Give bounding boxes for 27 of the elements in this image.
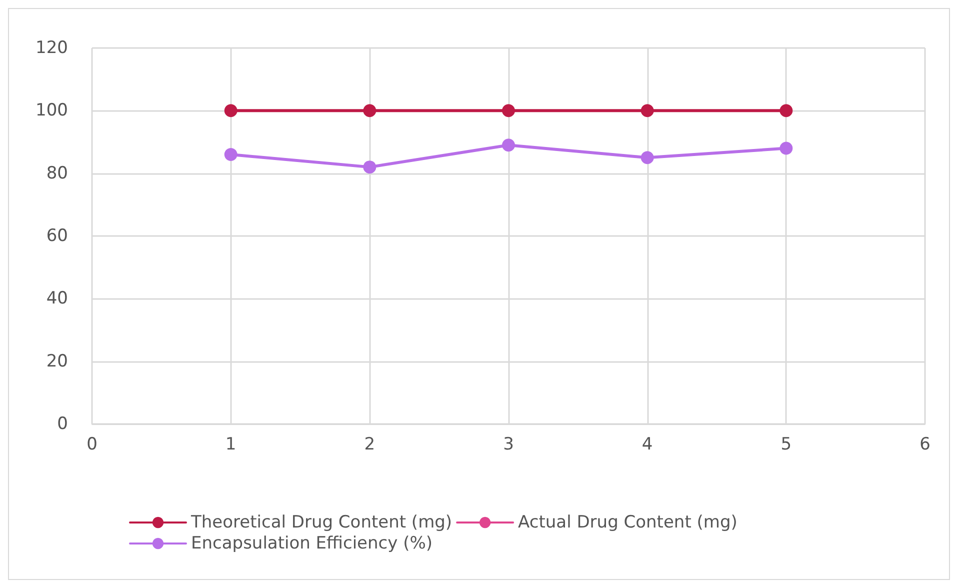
point — [363, 104, 376, 118]
point — [640, 151, 654, 164]
y-tick-label: 60 — [46, 226, 68, 246]
point — [502, 138, 515, 152]
x-tick-label: 6 — [920, 434, 930, 454]
x-tick-label: 4 — [642, 434, 653, 454]
point — [224, 148, 238, 162]
point — [224, 104, 238, 118]
legend-label: Actual Drug Content (mg) — [518, 512, 738, 532]
y-tick-label: 40 — [46, 288, 68, 309]
point — [363, 160, 376, 174]
x-tick-label: 5 — [780, 434, 792, 454]
x-tick-label: 1 — [225, 434, 236, 454]
legend-label: Theoretical Drug Content (mg) — [190, 512, 452, 532]
point — [780, 142, 793, 155]
point — [640, 104, 654, 118]
legend-label: Encapsulation Efficiency (%) — [191, 534, 433, 554]
x-tick-label: 2 — [364, 434, 376, 454]
point — [502, 104, 515, 118]
y-tick-label: 120 — [36, 38, 68, 58]
y-tick-label: 0 — [57, 414, 68, 434]
x-tick-label: 0 — [86, 434, 98, 454]
y-tick-label: 20 — [46, 351, 68, 372]
y-tick-label: 100 — [36, 100, 68, 121]
x-tick-label: 3 — [503, 434, 514, 454]
y-tick-label: 80 — [46, 163, 68, 184]
point — [780, 104, 793, 118]
